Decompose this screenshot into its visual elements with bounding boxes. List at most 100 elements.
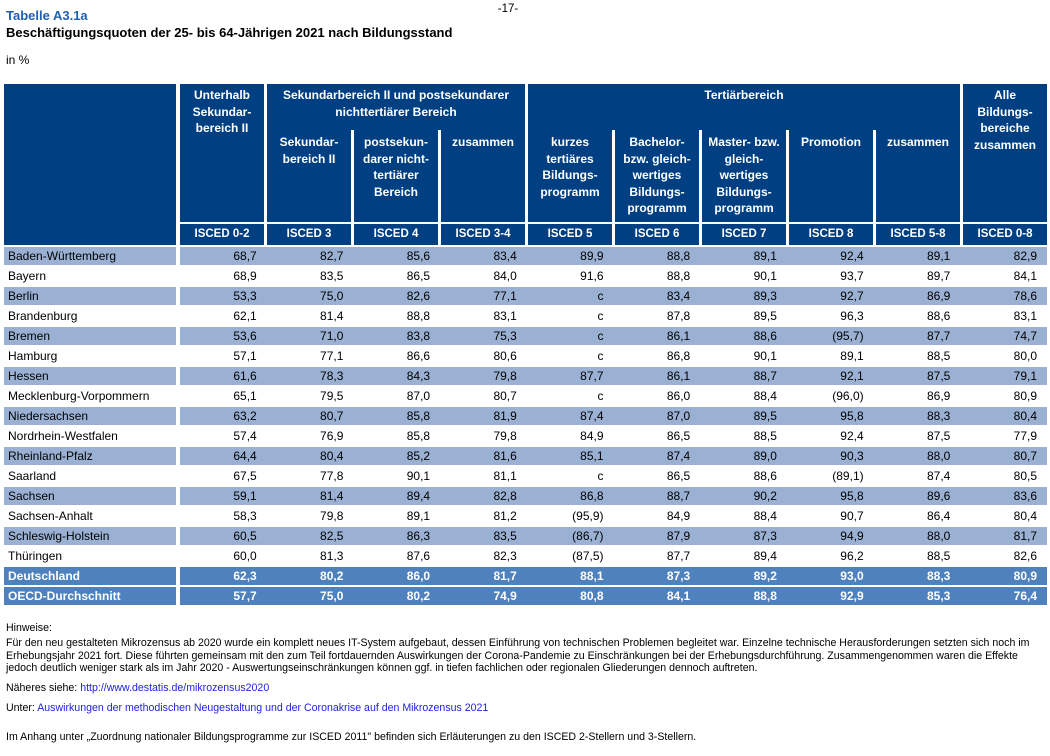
isced-col-header: ISCED 5 xyxy=(528,224,612,245)
value-cell: 85,8 xyxy=(406,409,431,423)
table-row: Bremen 53,6 71,0 83,8 75,3 c 86,1 88,6 (95,7) 87,… xyxy=(4,327,1047,347)
row-label: Bremen xyxy=(4,327,176,345)
value-cell: 96,2 xyxy=(840,549,864,563)
value-cell: 86,9 xyxy=(926,289,951,303)
value-cell: 79,5 xyxy=(320,389,344,403)
value-cell: c xyxy=(597,349,604,363)
unit-label: in % xyxy=(6,53,30,67)
destatis-link[interactable]: http://www.destatis.de/mikrozensus2020 xyxy=(80,682,270,694)
row-values: 57,1 77,1 86,6 80,6 c 86,8 90,1 89,1 88,5 80,0 xyxy=(180,347,1047,365)
value-cell: 87,4 xyxy=(580,409,604,423)
isced-col-header: ISCED 0-2 xyxy=(180,224,264,245)
row-label: Bayern xyxy=(8,269,47,283)
value-cell: 90,1 xyxy=(406,469,431,483)
group-title-tertiary: Tertiärbereich xyxy=(528,84,960,130)
value-cell: 81,1 xyxy=(493,469,517,483)
value-cell: 86,4 xyxy=(926,509,951,523)
value-cell: 86,5 xyxy=(406,269,431,283)
mikrozensus-link[interactable]: Auswirkungen der methodischen Neugestalt… xyxy=(37,702,489,714)
value-cell: 88,7 xyxy=(666,489,691,503)
table-row: Nordrhein-Westfalen 57,4 76,9 85,8 79,8 84,9 8… xyxy=(4,427,1047,447)
value-cell: (86,7) xyxy=(572,529,604,543)
isced-col-header: ISCED 8 xyxy=(789,224,873,245)
value-cell: 60,0 xyxy=(233,549,257,563)
value-cell: 88,1 xyxy=(580,569,604,583)
value-cell: 88,5 xyxy=(926,349,951,363)
table-row: Niedersachsen 63,2 80,7 85,8 81,9 87,4 87,0 89,… xyxy=(4,407,1047,427)
table-label: Tabelle A3.1a xyxy=(6,8,88,23)
value-cell: 84,1 xyxy=(666,589,691,603)
value-cell: 88,7 xyxy=(753,369,777,383)
value-cell: 85,3 xyxy=(926,589,951,603)
col-header-secondary: Sekundar- bereich II xyxy=(267,130,351,222)
value-cell: 81,7 xyxy=(1013,529,1038,543)
value-cell: 92,9 xyxy=(840,589,864,603)
value-cell: 82,7 xyxy=(320,249,344,263)
value-cell: 84,3 xyxy=(406,369,431,383)
value-cell: 59,1 xyxy=(233,489,257,503)
naeheres-line: Näheres siehe: http://www.destatis.de/mi… xyxy=(6,682,269,695)
value-cell: 80,4 xyxy=(1013,509,1038,523)
col-header-short-tertiary: kurzes tertiäres Bildungs- programm xyxy=(528,130,612,222)
value-cell: 78,6 xyxy=(1013,289,1038,303)
value-cell: 80,4 xyxy=(320,449,344,463)
value-cell: 88,5 xyxy=(926,549,951,563)
isced-col-header: ISCED 6 xyxy=(615,224,699,245)
row-label: Nordrhein-Westfalen xyxy=(8,429,118,443)
row-values: 53,3 75,0 82,6 77,1 c 83,4 89,3 92,7 86,9 78,6 xyxy=(180,287,1047,305)
value-cell: 88,4 xyxy=(753,389,777,403)
row-values: 62,1 81,4 88,8 83,1 c 87,8 89,5 96,3 88,6 83,1 xyxy=(180,307,1047,325)
table-row: Baden-Württemberg 68,7 82,7 85,6 83,4 89,9 88,… xyxy=(4,247,1047,267)
value-cell: 82,3 xyxy=(493,549,517,563)
value-cell: 79,8 xyxy=(493,429,517,443)
value-cell: 90,3 xyxy=(840,449,864,463)
value-cell: 86,0 xyxy=(406,569,431,583)
value-cell: 80,5 xyxy=(1013,469,1038,483)
value-cell: 77,9 xyxy=(1013,429,1038,443)
value-cell: (95,9) xyxy=(572,509,604,523)
row-values: 65,1 79,5 87,0 80,7 c 86,0 88,4 (96,0) 86,9 80,9 xyxy=(180,387,1047,405)
row-label: Saarland xyxy=(8,469,57,483)
table-row: Hamburg 57,1 77,1 86,6 80,6 c 86,8 90,1 89,1 88,5… xyxy=(4,347,1047,367)
row-values: 59,1 81,4 89,4 82,8 86,8 88,7 90,2 95,8 89,6 83,6 xyxy=(180,487,1047,505)
value-cell: c xyxy=(597,389,604,403)
row-values: 57,4 76,9 85,8 79,8 84,9 86,5 88,5 92,4 87,5 77,9 xyxy=(180,427,1047,445)
value-cell: 80,8 xyxy=(580,589,604,603)
value-cell: 82,5 xyxy=(320,529,344,543)
value-cell: 86,5 xyxy=(666,429,691,443)
value-cell: 89,2 xyxy=(753,569,777,583)
row-values: 67,5 77,8 90,1 81,1 c 86,5 88,6 (89,1) 87,4 80,5 xyxy=(180,467,1047,485)
value-cell: 89,4 xyxy=(753,549,777,563)
value-cell: 62,1 xyxy=(233,309,257,323)
value-cell: 86,9 xyxy=(926,389,951,403)
row-label-column-header xyxy=(4,84,176,245)
value-cell: 94,9 xyxy=(840,529,864,543)
value-cell: 88,4 xyxy=(753,509,777,523)
col-header-secondary-total: zusammen xyxy=(441,130,525,222)
value-cell: 85,8 xyxy=(406,429,431,443)
value-cell: 81,3 xyxy=(320,549,344,563)
value-cell: 85,2 xyxy=(406,449,431,463)
value-cell: 65,1 xyxy=(233,389,257,403)
row-values: 68,9 83,5 86,5 84,0 91,6 88,8 90,1 93,7 89,7 84,1 xyxy=(180,267,1047,285)
value-cell: 74,7 xyxy=(1013,329,1038,343)
value-cell: 80,0 xyxy=(1013,349,1038,363)
value-cell: 88,5 xyxy=(753,429,777,443)
value-cell: 87,5 xyxy=(926,369,951,383)
col-header-promotion: Promotion xyxy=(789,130,873,222)
value-cell: 76,9 xyxy=(320,429,344,443)
row-values: 60,5 82,5 86,3 83,5 (86,7) 87,9 87,3 94,9 88,0 81… xyxy=(180,527,1047,545)
value-cell: 89,9 xyxy=(580,249,604,263)
table-row: Thüringen 60,0 81,3 87,6 82,3 (87,5) 87,7 89,4 9… xyxy=(4,547,1047,567)
value-cell: 89,0 xyxy=(753,449,777,463)
value-cell: 83,5 xyxy=(493,529,517,543)
value-cell: (89,1) xyxy=(832,469,864,483)
hinweise-label: Hinweise: xyxy=(6,622,52,634)
value-cell: 84,0 xyxy=(493,269,517,283)
table-row: Brandenburg 62,1 81,4 88,8 83,1 c 87,8 89,5 96,3… xyxy=(4,307,1047,327)
value-cell: 57,4 xyxy=(233,429,257,443)
value-cell: 87,6 xyxy=(406,549,431,563)
value-cell: 87,3 xyxy=(753,529,777,543)
value-cell: 67,5 xyxy=(233,469,257,483)
